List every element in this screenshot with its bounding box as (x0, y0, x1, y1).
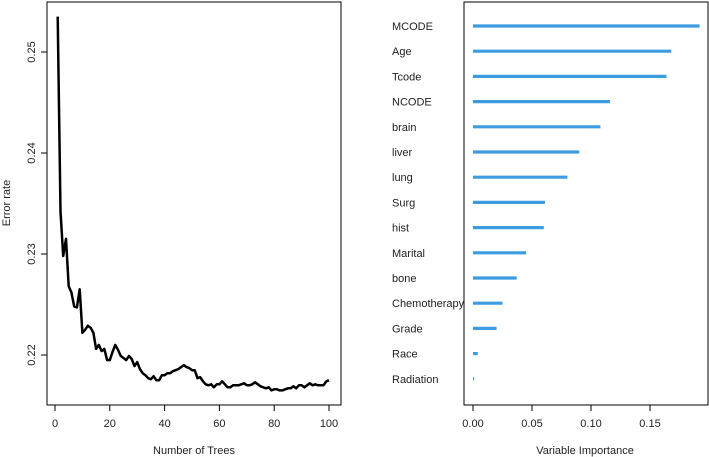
variable-importance-chart: MCODE Age Tcode NCODE brain liver lung Surg hist… (392, 1, 709, 457)
importance-category-label: Age (392, 46, 412, 58)
error-rate-x-tick-label: 40 (158, 418, 170, 430)
importance-category-label: bone (392, 273, 416, 285)
importance-x-tick-label: 0.10 (580, 418, 601, 430)
error-rate-x-tick-label: 0 (52, 418, 58, 430)
importance-category-label: Grade (392, 323, 423, 335)
error-rate-x-tick-label: 60 (213, 418, 225, 430)
importance-x-axis-label: Variable Importance (536, 445, 634, 457)
importance-category-label: Surg (392, 197, 415, 209)
importance-category-label: Radiation (392, 374, 438, 386)
importance-bars (473, 24, 700, 381)
importance-x-tick-label: 0.15 (639, 418, 660, 430)
importance-category-label: liver (392, 147, 413, 159)
error-rate-x-axis: 0 20 40 60 80 100 (52, 405, 338, 430)
importance-category-label: Tcode (392, 71, 421, 83)
importance-x-axis: 0.00 0.05 0.10 0.15 (462, 405, 661, 430)
error-rate-y-tick-label: 0.25 (26, 41, 38, 62)
importance-category-label: hist (392, 223, 409, 235)
error-rate-x-tick-label: 100 (320, 418, 338, 430)
error-rate-x-axis-label: Number of Trees (153, 445, 235, 457)
error-rate-x-tick-label: 20 (104, 418, 116, 430)
error-rate-y-axis: 0.22 0.23 0.24 0.25 (26, 41, 47, 366)
importance-category-label: Chemotherapy (392, 298, 465, 310)
importance-x-tick-label: 0.05 (521, 418, 542, 430)
error-rate-x-tick-label: 80 (268, 418, 280, 430)
error-rate-y-tick-label: 0.23 (26, 243, 38, 264)
error-rate-plot-frame (46, 1, 342, 406)
error-rate-y-axis-label: Error rate (1, 180, 13, 226)
error-rate-line (56, 16, 330, 392)
importance-category-label: brain (392, 122, 416, 134)
importance-category-label: NCODE (392, 97, 432, 109)
importance-x-tick-label: 0.00 (462, 418, 483, 430)
importance-plot-frame (463, 1, 709, 406)
error-rate-chart: 0 20 40 60 80 100 0.22 0.23 0.24 0.25 Number of … (1, 1, 342, 457)
importance-category-label: Marital (392, 248, 425, 260)
error-rate-y-tick-label: 0.22 (26, 344, 38, 365)
importance-category-label: Race (392, 349, 418, 361)
error-rate-y-tick-label: 0.24 (26, 142, 38, 163)
importance-category-label: MCODE (392, 21, 433, 33)
importance-category-labels: MCODE Age Tcode NCODE brain liver lung Surg hist… (392, 21, 465, 386)
importance-category-label: lung (392, 172, 413, 184)
